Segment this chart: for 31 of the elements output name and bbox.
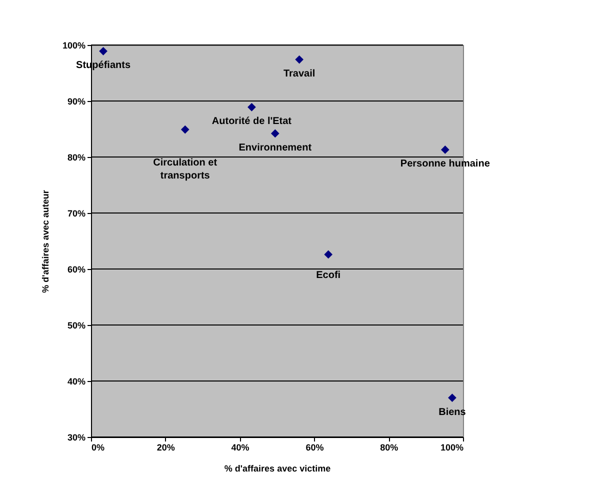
x-tick-label: 80% xyxy=(380,442,398,452)
point xyxy=(295,55,304,64)
y-tick-label: 80% xyxy=(67,152,86,162)
annotation: Ecofi xyxy=(316,270,341,281)
annotation: Environnement xyxy=(238,142,312,154)
point xyxy=(248,102,256,112)
annotation: Travail xyxy=(283,68,316,80)
point xyxy=(448,394,456,402)
y-tick-label: 100% xyxy=(62,40,86,50)
annotation: Circulation et transports xyxy=(153,158,218,182)
y-axis-title: % d'affaires avec auteur xyxy=(40,190,50,293)
y-tick-label: 70% xyxy=(67,208,86,218)
annotation: Personne humaine xyxy=(400,158,490,170)
y-tick-label: 50% xyxy=(67,320,86,330)
point xyxy=(270,129,280,138)
y-tick-label: 40% xyxy=(67,376,86,386)
y-tick-label: 60% xyxy=(67,264,86,274)
y-tick-label: 90% xyxy=(67,96,86,106)
point xyxy=(324,250,333,259)
point xyxy=(180,125,190,134)
point xyxy=(99,46,108,56)
x-tick-label: 40% xyxy=(231,442,250,452)
x-tick-label: 100% xyxy=(440,442,464,452)
y-tick-label: 30% xyxy=(67,432,86,442)
annotation: Autorité de l'Etat xyxy=(212,116,292,128)
point xyxy=(440,146,450,154)
x-tick-label: 20% xyxy=(156,442,175,452)
x-tick-label: 60% xyxy=(306,442,324,452)
annotation: Biens xyxy=(438,406,466,418)
x-axis-title: % d'affaires avec victime xyxy=(224,464,331,474)
x-tick-label: 0% xyxy=(92,442,105,452)
